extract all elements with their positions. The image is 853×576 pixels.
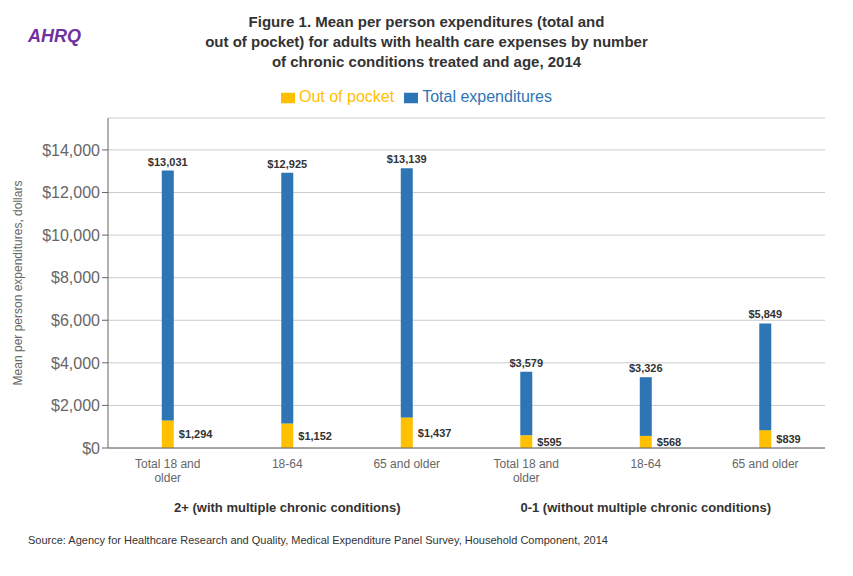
svg-text:18-64: 18-64 <box>630 457 661 471</box>
svg-text:$595: $595 <box>537 436 561 448</box>
svg-text:Mean per person expenditures,: Mean per person expenditures, dollars <box>11 181 25 386</box>
svg-text:$4,000: $4,000 <box>51 355 100 372</box>
svg-text:Total 18 andolder: Total 18 andolder <box>135 457 200 485</box>
svg-text:$10,000: $10,000 <box>42 227 100 244</box>
svg-text:$2,000: $2,000 <box>51 397 100 414</box>
svg-text:$1,294: $1,294 <box>179 428 214 440</box>
svg-text:$3,579: $3,579 <box>509 357 543 369</box>
svg-text:$13,139: $13,139 <box>387 153 427 165</box>
html-text:Total expenditures: Total expenditures <box>422 88 552 105</box>
svg-text:Total 18 andolder: Total 18 andolder <box>494 457 559 485</box>
svg-text:$5,849: $5,849 <box>748 308 782 320</box>
html-text:Out of pocket: Out of pocket <box>299 88 395 105</box>
svg-text:18-64: 18-64 <box>272 457 303 471</box>
svg-text:$13,031: $13,031 <box>148 156 188 168</box>
svg-text:65 and older: 65 and older <box>373 457 440 471</box>
svg-text:$12,000: $12,000 <box>42 184 100 201</box>
svg-text:2+ (with multiple chronic cond: 2+ (with multiple chronic conditions) <box>174 500 400 515</box>
svg-text:$14,000: $14,000 <box>42 142 100 159</box>
svg-text:0-1 (without multiple chronic: 0-1 (without multiple chronic conditions… <box>520 500 771 515</box>
svg-text:$839: $839 <box>776 433 800 445</box>
html-text:AHRQ: AHRQ <box>28 26 81 46</box>
svg-text:$0: $0 <box>82 440 100 457</box>
svg-text:$8,000: $8,000 <box>51 269 100 286</box>
html-text:Source: Agency for Healthcare: Source: Agency for Healthcare Research a… <box>28 534 608 546</box>
svg-text:$6,000: $6,000 <box>51 312 100 329</box>
html-text:Figure 1. Mean per person expe: Figure 1. Mean per person expenditures (… <box>205 13 648 70</box>
svg-text:65 and older: 65 and older <box>732 457 799 471</box>
svg-text:$1,152: $1,152 <box>298 430 332 442</box>
svg-text:$3,326: $3,326 <box>629 362 663 374</box>
svg-text:$1,437: $1,437 <box>418 427 452 439</box>
svg-text:$568: $568 <box>657 436 681 448</box>
svg-text:$12,925: $12,925 <box>267 158 307 170</box>
